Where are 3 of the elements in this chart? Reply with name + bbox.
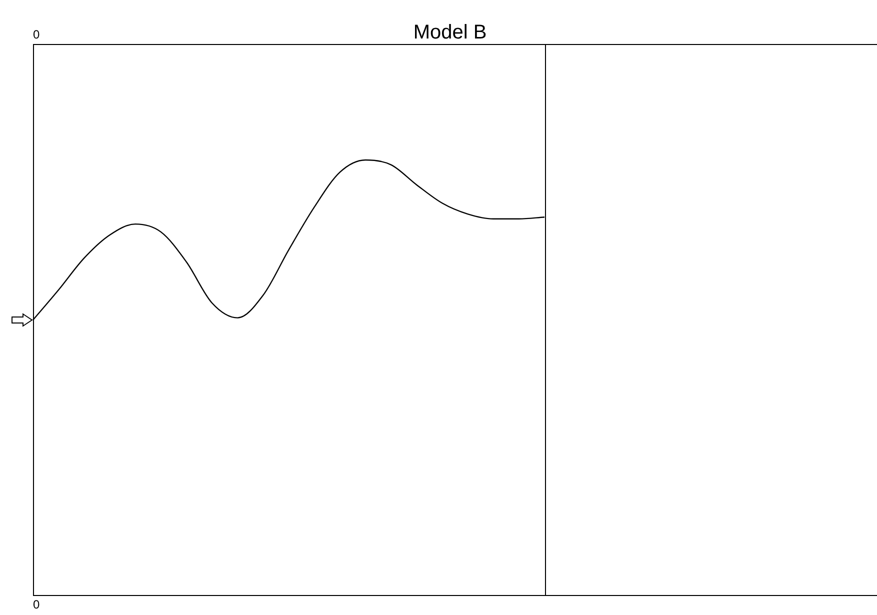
- text: 0: [33, 597, 40, 612]
- text: 0: [33, 27, 40, 42]
- chart-title: Model B: [413, 22, 487, 44]
